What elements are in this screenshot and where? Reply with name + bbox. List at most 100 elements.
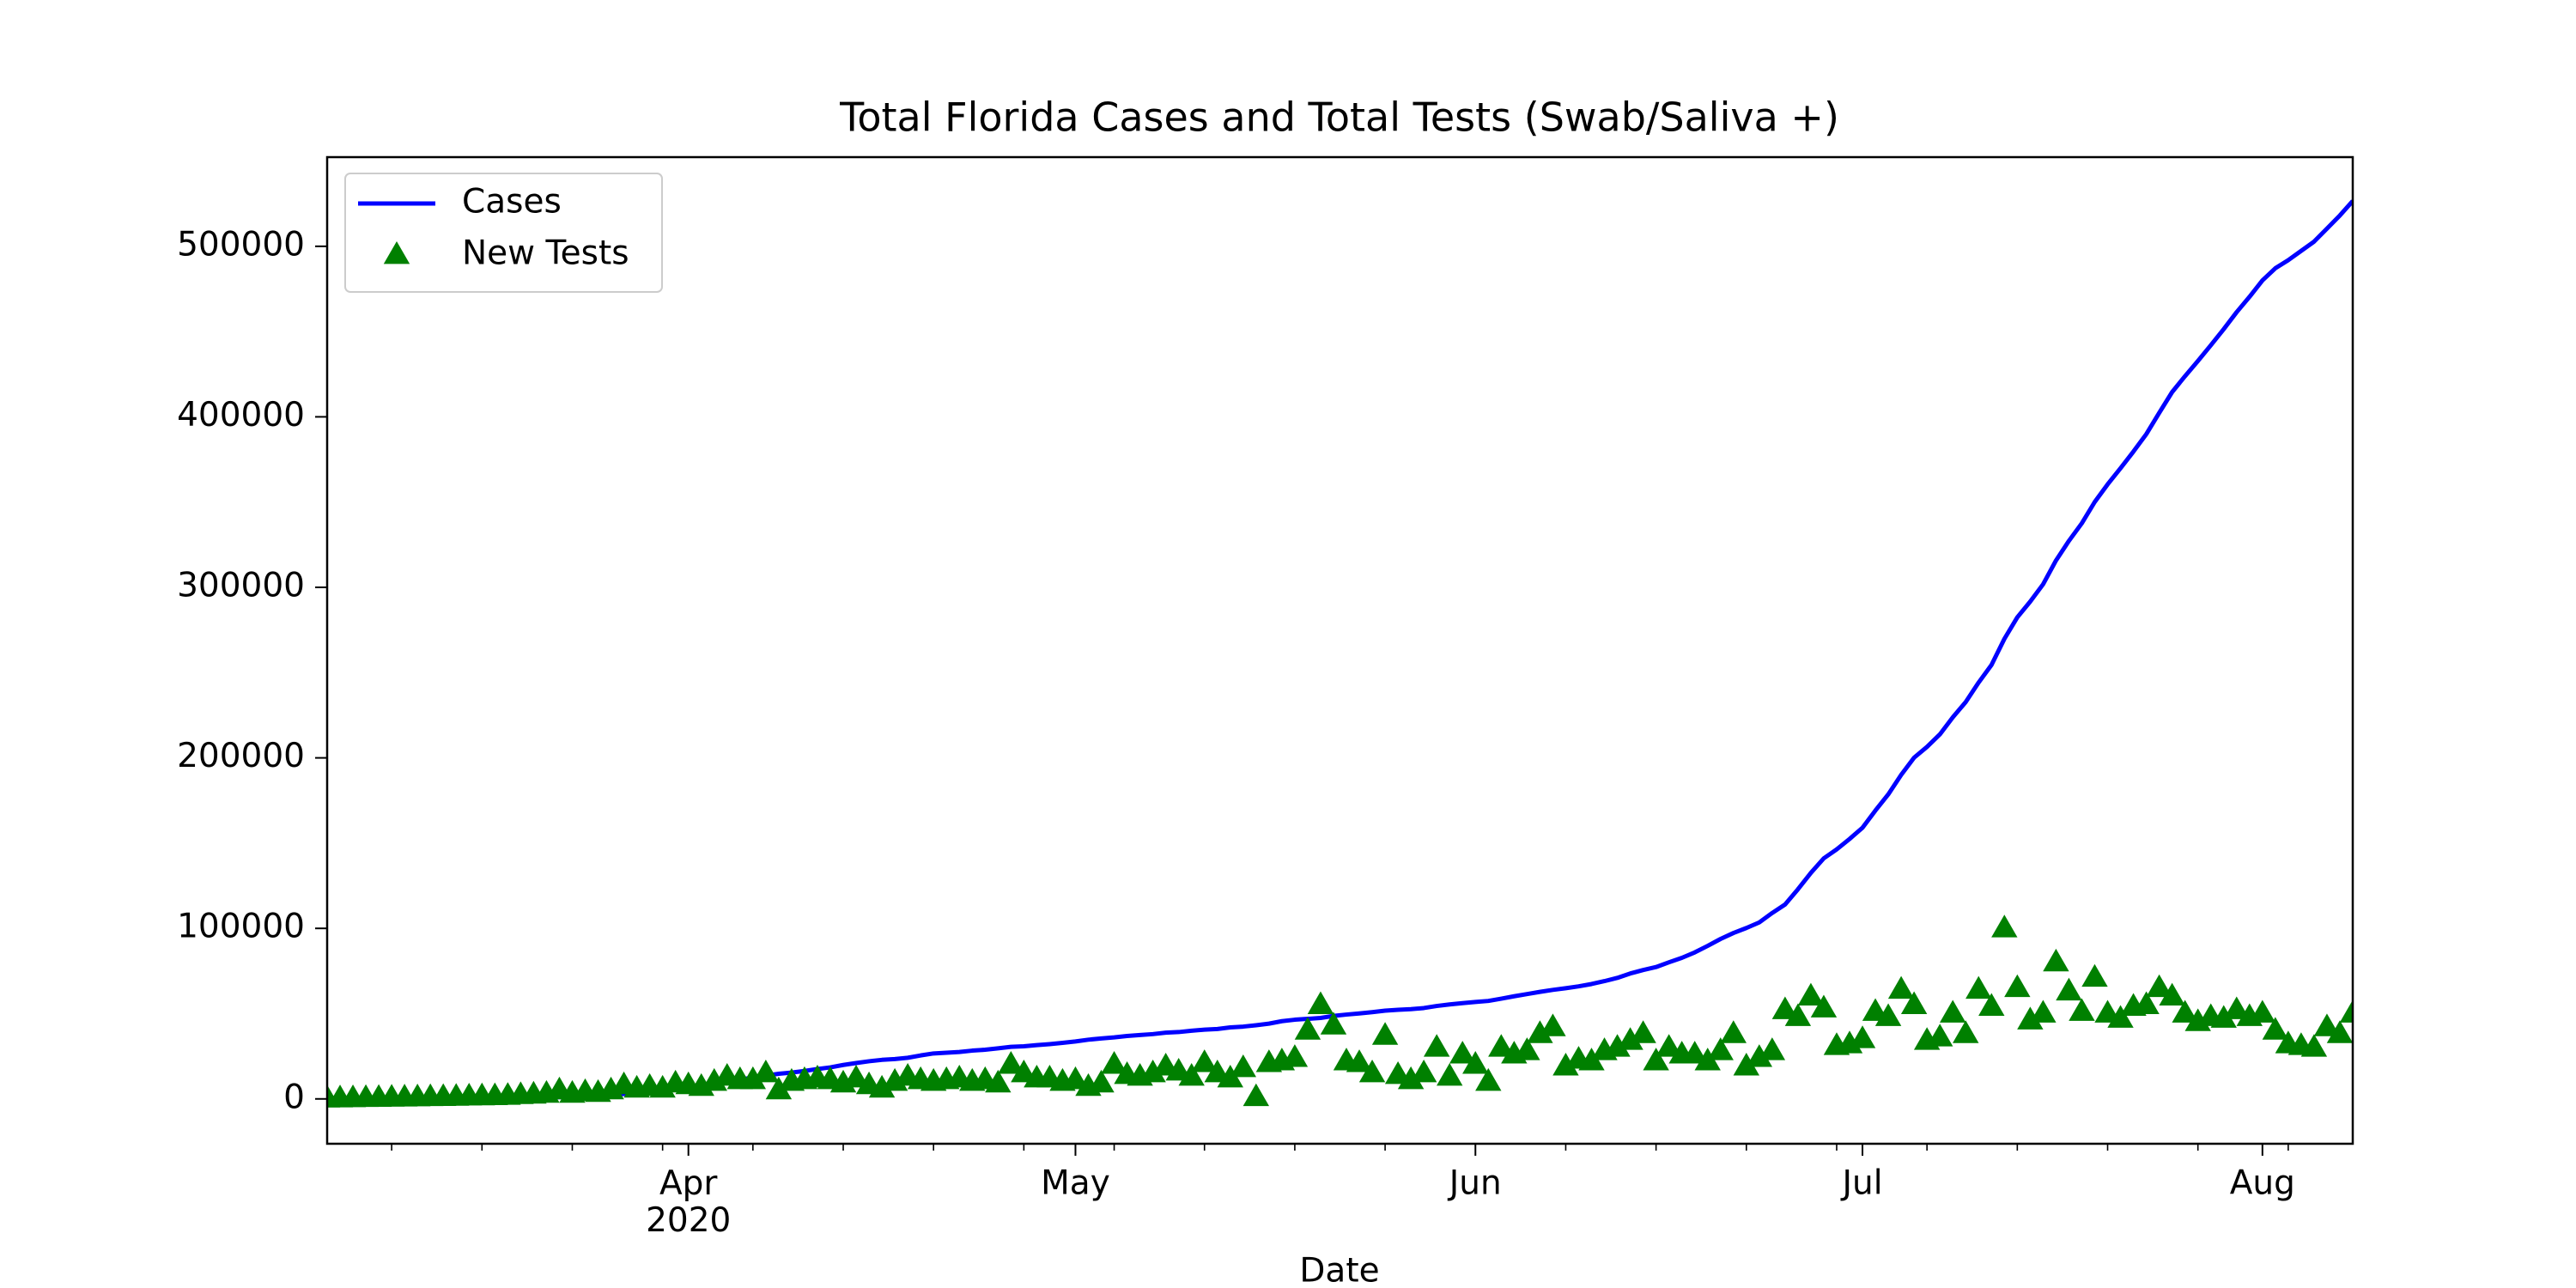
test-marker xyxy=(2326,1020,2353,1043)
test-marker xyxy=(1449,1041,1476,1064)
test-marker xyxy=(1191,1049,1218,1072)
test-marker xyxy=(1604,1034,1631,1057)
test-marker xyxy=(1139,1059,1166,1083)
test-marker xyxy=(2262,1017,2289,1040)
test-marker xyxy=(2004,974,2031,998)
test-marker xyxy=(1294,1017,1321,1040)
test-marker xyxy=(2172,999,2198,1023)
plot-area xyxy=(327,199,2353,1108)
x-tick-label: Jun xyxy=(1447,1164,1502,1203)
test-marker xyxy=(1681,1041,1708,1064)
test-marker xyxy=(1797,982,1825,1006)
x-tick-label: May xyxy=(1041,1164,1110,1203)
test-marker xyxy=(1694,1048,1721,1071)
test-marker xyxy=(765,1076,793,1100)
test-marker xyxy=(1281,1044,1309,1067)
x-tick-label: Jul xyxy=(1840,1164,1883,1203)
test-marker xyxy=(752,1059,780,1083)
test-marker xyxy=(2043,948,2069,972)
y-tick-label: 500000 xyxy=(177,225,305,264)
test-marker xyxy=(2081,963,2108,987)
legend-label: Cases xyxy=(462,183,562,222)
chart-title: Total Florida Cases and Total Tests (Swa… xyxy=(839,94,1839,141)
y-tick-label: 200000 xyxy=(177,737,305,775)
test-marker xyxy=(1991,914,2018,938)
test-marker xyxy=(2056,977,2082,1001)
axes-frame xyxy=(325,155,2354,1145)
test-marker xyxy=(1475,1067,1502,1091)
test-marker xyxy=(1810,994,1838,1018)
test-marker xyxy=(1178,1062,1205,1086)
test-marker xyxy=(1062,1066,1089,1090)
test-marker xyxy=(2030,999,2057,1023)
test-marker xyxy=(2249,999,2276,1023)
test-marker xyxy=(1926,1024,1953,1047)
test-marker xyxy=(1720,1020,1747,1043)
test-marker xyxy=(1578,1048,1605,1071)
test-marker xyxy=(1242,1083,1270,1107)
test-marker xyxy=(1552,1053,1579,1076)
test-marker xyxy=(2146,974,2172,998)
test-marker xyxy=(2313,1013,2341,1036)
test-marker xyxy=(1101,1051,1127,1074)
test-marker xyxy=(1965,975,1992,999)
test-marker xyxy=(1733,1053,1760,1076)
test-marker xyxy=(2069,998,2095,1021)
test-marker xyxy=(1887,975,1915,999)
test-marker xyxy=(1630,1020,1656,1043)
test-marker xyxy=(1707,1037,1734,1060)
test-marker xyxy=(2339,999,2353,1023)
test-marker xyxy=(1217,1064,1243,1088)
test-marker xyxy=(1514,1037,1540,1060)
test-marker xyxy=(1397,1066,1425,1090)
x-axis-label: Date xyxy=(1299,1252,1379,1288)
test-marker xyxy=(2107,1005,2134,1028)
test-marker xyxy=(2300,1034,2328,1057)
test-marker xyxy=(2210,1005,2237,1028)
test-marker xyxy=(1358,1059,1386,1083)
test-marker xyxy=(1940,999,1966,1023)
legend-label: New Tests xyxy=(462,234,629,273)
test-marker xyxy=(1771,996,1799,1019)
test-marker xyxy=(1759,1037,1786,1060)
test-marker xyxy=(998,1051,1024,1074)
test-marker xyxy=(868,1074,896,1098)
x-tick-label: Apr 2020 xyxy=(646,1164,731,1240)
test-marker xyxy=(1656,1034,1682,1057)
y-tick-label: 300000 xyxy=(177,567,305,605)
test-marker xyxy=(2133,991,2160,1014)
test-marker xyxy=(1849,1025,1876,1048)
test-marker xyxy=(2159,982,2185,1006)
test-marker xyxy=(1900,991,1928,1014)
test-marker xyxy=(2017,1006,2044,1030)
test-marker xyxy=(1410,1059,1437,1083)
test-marker xyxy=(1746,1044,1773,1067)
test-marker xyxy=(1320,1012,1347,1035)
test-marker xyxy=(1371,1022,1399,1045)
test-marker xyxy=(1784,1003,1812,1026)
test-marker xyxy=(1346,1049,1373,1072)
test-marker xyxy=(1488,1034,1515,1057)
test-marker xyxy=(1307,991,1334,1014)
y-tick-label: 400000 xyxy=(177,396,305,434)
test-marker xyxy=(985,1069,1012,1093)
test-marker xyxy=(1874,1003,1902,1026)
test-marker xyxy=(1978,993,2005,1016)
test-marker xyxy=(1643,1048,1669,1071)
test-marker xyxy=(1617,1027,1643,1050)
test-marker xyxy=(842,1064,870,1088)
test-marker xyxy=(1230,1054,1257,1078)
test-marker xyxy=(1462,1051,1489,1074)
test-marker xyxy=(1088,1069,1115,1093)
x-tick-label: Aug xyxy=(2230,1164,2295,1203)
test-marker xyxy=(1437,1062,1463,1086)
test-marker xyxy=(1953,1020,1979,1043)
y-tick-label: 100000 xyxy=(177,908,305,946)
test-marker xyxy=(1527,1020,1553,1043)
test-marker xyxy=(739,1066,767,1090)
y-tick-label: 0 xyxy=(283,1078,305,1116)
test-marker xyxy=(1423,1034,1450,1057)
test-marker xyxy=(2223,996,2250,1019)
